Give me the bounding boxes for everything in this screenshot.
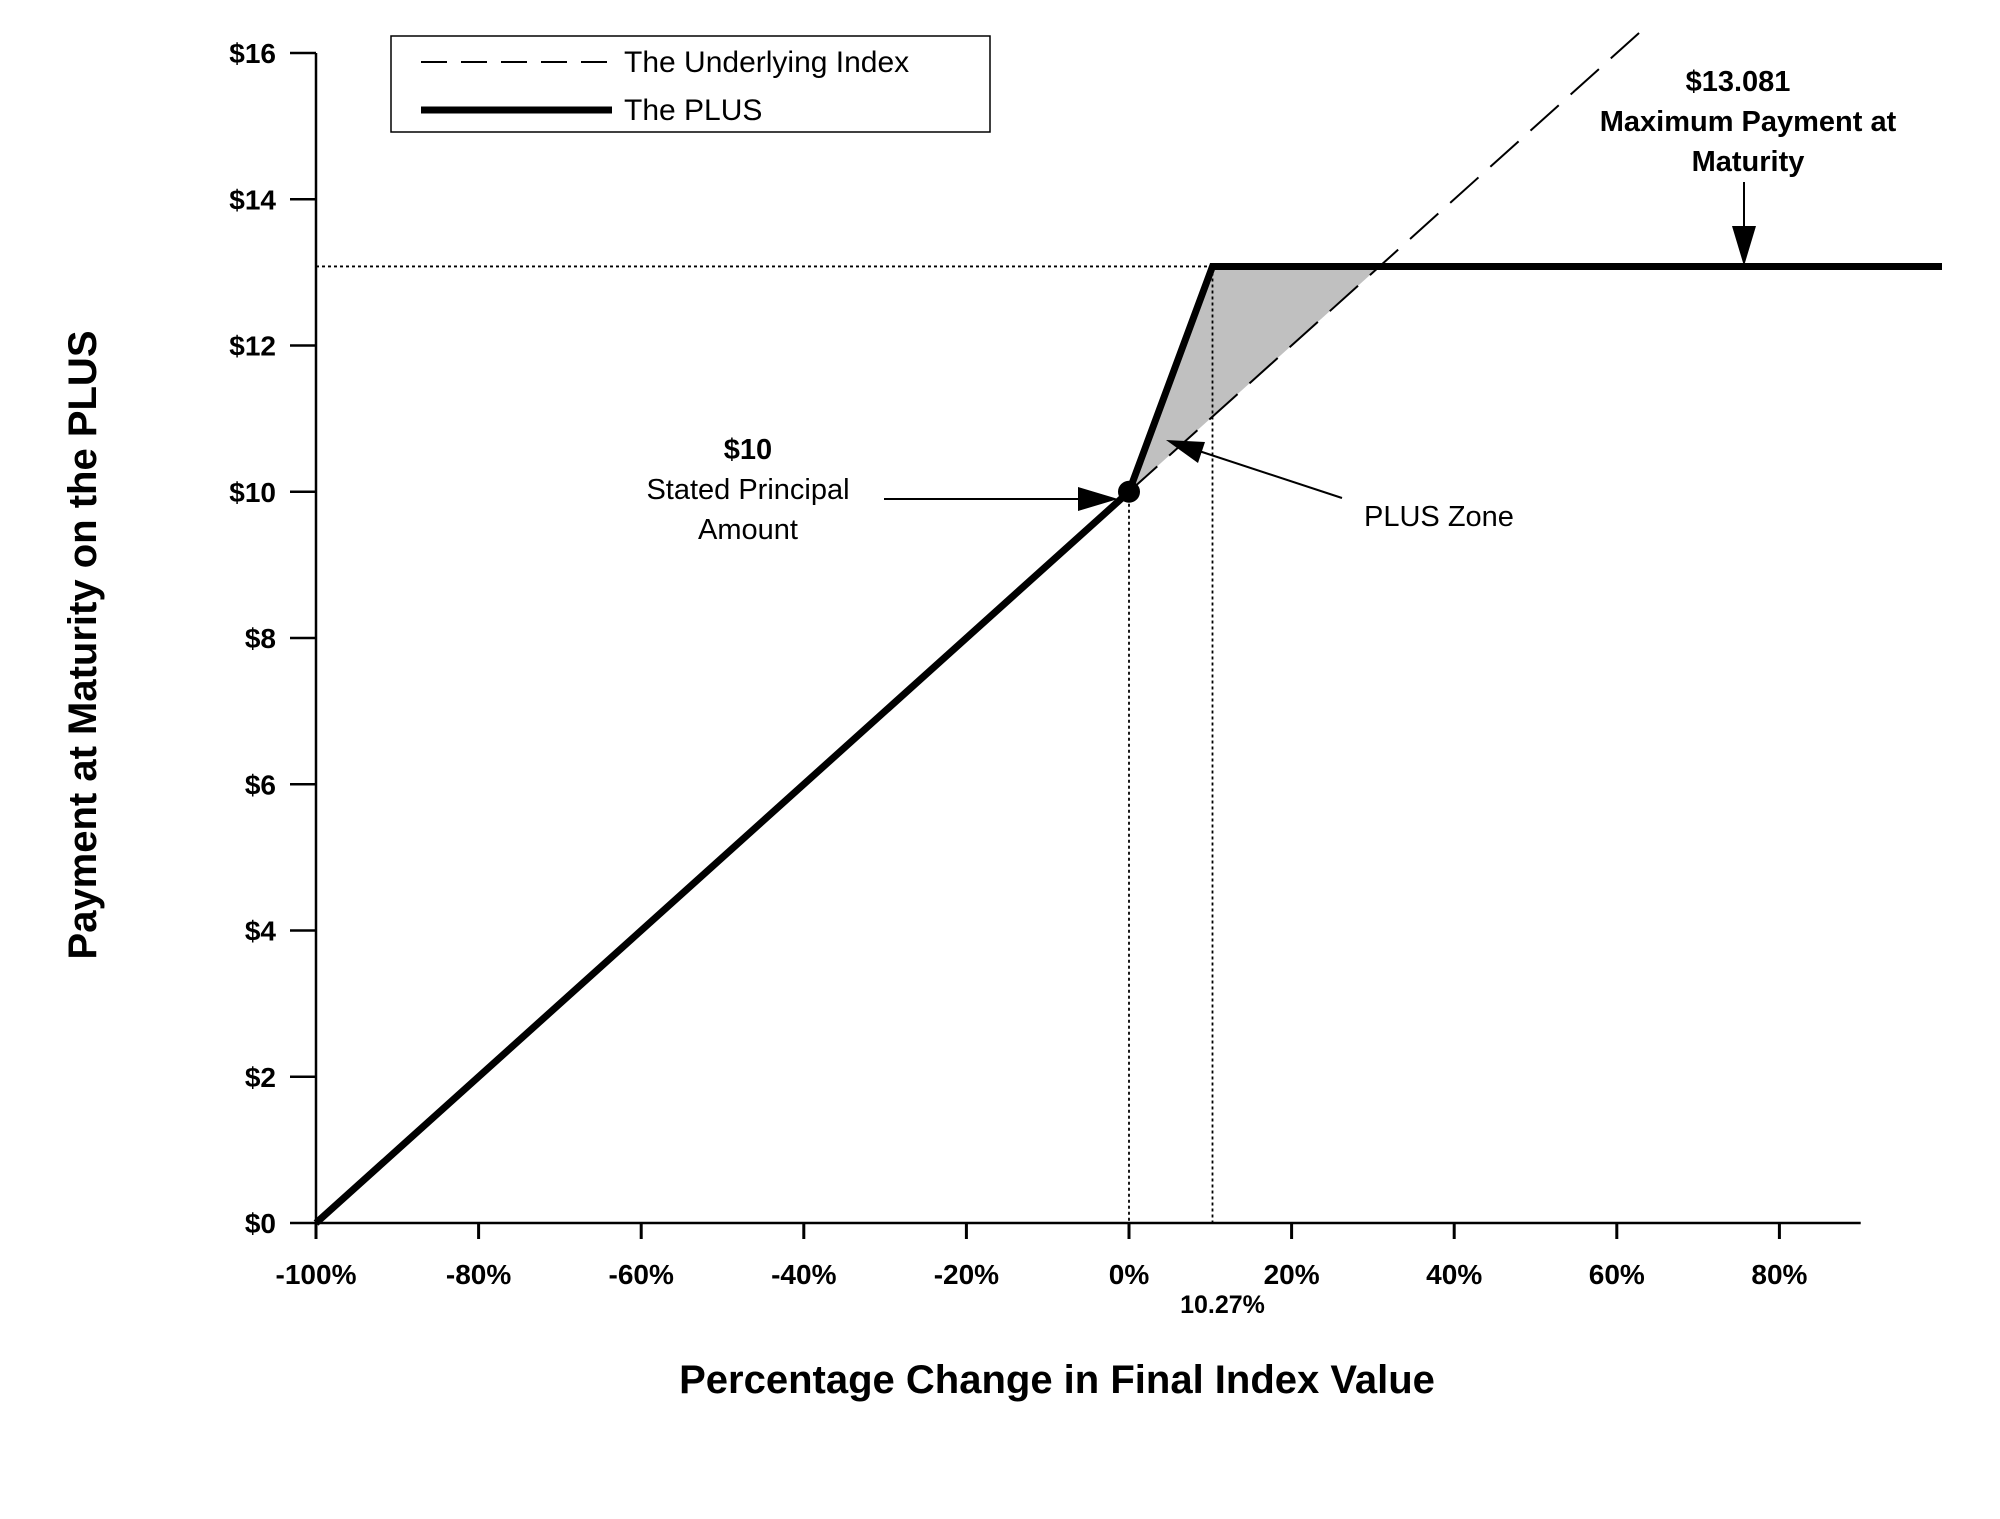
annotation-principal-value: $10 bbox=[724, 434, 772, 466]
legend-box bbox=[390, 35, 991, 133]
y-tick-label: $10 bbox=[229, 477, 276, 508]
x-tick-label: -80% bbox=[446, 1259, 511, 1290]
x-tick-label: -60% bbox=[609, 1259, 674, 1290]
y-axis-title: Payment at Maturity on the PLUS bbox=[61, 331, 105, 960]
tick-labels: -100% -80% -60% -40% -20% 0% 20% 40% 60% 80% $0 $2 $… bbox=[229, 38, 1807, 1319]
series-lines bbox=[313, 30, 1942, 1226]
y-tick-label: $0 bbox=[245, 1208, 276, 1239]
x-tick-label: -100% bbox=[276, 1259, 357, 1290]
y-tick-label: $2 bbox=[245, 1062, 276, 1093]
y-tick-label: $6 bbox=[245, 769, 276, 800]
x-tick-label: -20% bbox=[934, 1259, 999, 1290]
x-tick-label: 80% bbox=[1751, 1259, 1807, 1290]
legend-label-underlying: The Underlying Index bbox=[624, 46, 909, 79]
zone-arrowhead bbox=[1166, 440, 1205, 463]
annotation-plus-zone: PLUS Zone bbox=[1364, 501, 1514, 533]
annotation-principal-line2: Amount bbox=[698, 514, 798, 546]
y-tick-label: $14 bbox=[229, 184, 276, 215]
axes bbox=[290, 51, 1861, 1239]
annotation-max-line1: Maximum Payment at bbox=[1600, 106, 1897, 138]
y-tick-label: $4 bbox=[245, 916, 277, 947]
x-tick-label: 60% bbox=[1589, 1259, 1645, 1290]
x-tick-label: 20% bbox=[1264, 1259, 1320, 1290]
cap-x-tick-label: 10.27% bbox=[1180, 1291, 1265, 1319]
max-arrowhead bbox=[1732, 226, 1756, 266]
zone-arrow-shaft bbox=[1195, 449, 1343, 499]
legend: The Underlying Index The PLUS bbox=[390, 35, 991, 133]
annotation-principal-line1: Stated Principal bbox=[646, 474, 849, 506]
legend-label-plus: The PLUS bbox=[624, 94, 762, 127]
annotation-max-line2: Maturity bbox=[1692, 146, 1805, 178]
reference-lines bbox=[316, 265, 1214, 1223]
series-line-underlying-index bbox=[1128, 30, 1642, 493]
annotation-max-value: $13.081 bbox=[1686, 66, 1791, 98]
y-tick-label: $12 bbox=[229, 331, 276, 362]
y-tick-label: $8 bbox=[245, 623, 276, 654]
x-tick-label: 40% bbox=[1426, 1259, 1482, 1290]
principal-point-marker bbox=[1118, 480, 1140, 503]
principal-arrowhead bbox=[1078, 487, 1118, 511]
x-axis-title: Percentage Change in Final Index Value bbox=[679, 1358, 1435, 1402]
x-tick-label: 0% bbox=[1109, 1259, 1150, 1290]
x-tick-label: -40% bbox=[771, 1259, 836, 1290]
series-line-plus bbox=[313, 262, 1942, 1226]
y-tick-label: $16 bbox=[229, 38, 276, 69]
